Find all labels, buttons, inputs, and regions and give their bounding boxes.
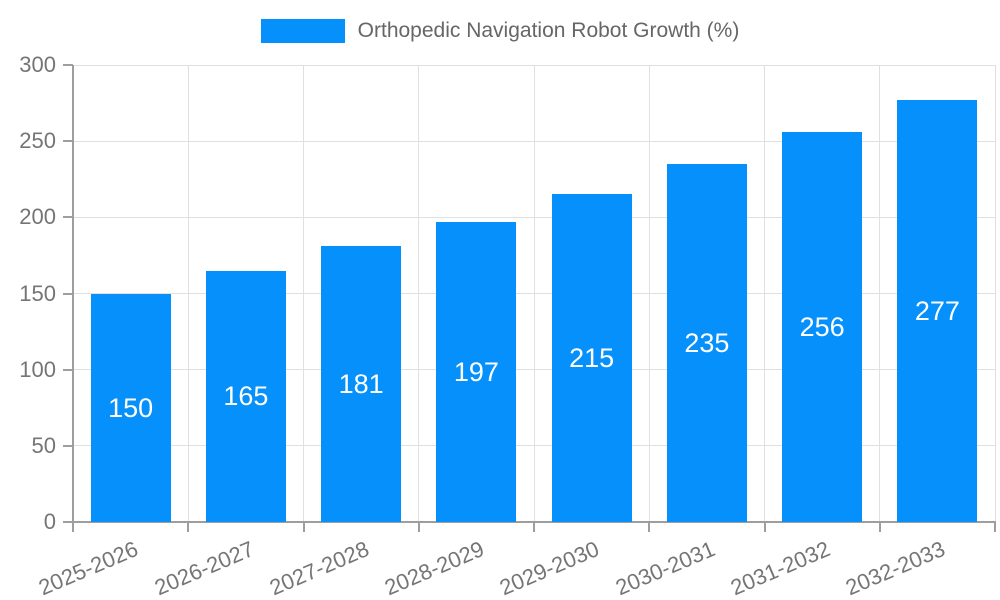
bar-value-label: 165: [223, 381, 269, 412]
bar[interactable]: 197: [436, 221, 517, 522]
v-gridline: [764, 65, 765, 522]
y-tick-label: 150: [19, 280, 56, 306]
x-axis-tick: [994, 523, 996, 532]
x-axis-tick: [533, 523, 535, 532]
x-tick-label: 2031-2032: [726, 536, 834, 600]
v-gridline: [879, 65, 881, 522]
y-tick-label: 0: [43, 509, 56, 534]
v-gridline: [648, 65, 650, 522]
v-gridline: [303, 65, 304, 522]
y-axis-tick: [63, 444, 73, 447]
bar-value-label: 150: [108, 392, 154, 423]
bar-value-label: 197: [453, 356, 499, 387]
v-gridline: [533, 65, 535, 522]
x-tick-label: 2027-2028: [265, 536, 373, 600]
x-tick-label: 2026-2027: [150, 536, 258, 600]
x-tick-label: 2025-2026: [35, 536, 143, 600]
x-tick-label: 2030-2031: [611, 536, 719, 600]
bar[interactable]: 181: [321, 246, 402, 522]
y-axis-tick: [63, 216, 73, 219]
y-axis-line: [72, 65, 74, 524]
y-axis-tick: [63, 140, 73, 143]
bar[interactable]: 150: [90, 293, 171, 522]
y-axis-tick: [63, 521, 73, 523]
legend-item[interactable]: Orthopedic Navigation Robot Growth (%): [260, 19, 740, 43]
x-axis-tick: [648, 523, 651, 532]
v-gridline: [418, 65, 420, 522]
bar[interactable]: 165: [205, 270, 286, 522]
y-tick-label: 50: [31, 432, 56, 458]
bar[interactable]: 277: [897, 100, 978, 522]
bar-value-label: 181: [338, 369, 384, 400]
y-tick-label: 200: [19, 204, 56, 230]
x-axis-tick: [417, 523, 420, 532]
x-axis-tick: [302, 523, 305, 532]
x-tick-label: 2029-2030: [496, 536, 604, 600]
y-axis-tick: [63, 368, 73, 371]
y-axis-tick: [63, 292, 73, 295]
bar[interactable]: 235: [666, 164, 747, 522]
bar-value-label: 235: [684, 328, 730, 358]
y-axis-tick: [63, 64, 73, 66]
v-gridline: [994, 65, 996, 522]
y-tick-label: 250: [19, 128, 56, 154]
x-axis-line: [72, 521, 996, 523]
legend: Orthopedic Navigation Robot Growth (%): [0, 19, 1000, 43]
y-tick-label: 300: [19, 52, 56, 77]
x-axis-tick: [72, 523, 74, 532]
bar-value-label: 256: [799, 312, 845, 342]
bar[interactable]: 215: [551, 194, 632, 522]
y-tick-label: 100: [19, 356, 56, 382]
x-axis-tick: [187, 523, 190, 532]
x-axis-tick: [878, 523, 881, 532]
bar-value-label: 215: [569, 343, 615, 374]
x-axis-tick: [763, 523, 766, 532]
bar[interactable]: 256: [782, 132, 863, 522]
v-gridline: [187, 65, 189, 522]
x-tick-label: 2028-2029: [381, 536, 488, 600]
bar-value-label: 277: [914, 296, 960, 326]
x-tick-label: 2032-2033: [842, 536, 949, 600]
legend-label: Orthopedic Navigation Robot Growth (%): [357, 19, 740, 42]
legend-swatch: [260, 19, 345, 43]
